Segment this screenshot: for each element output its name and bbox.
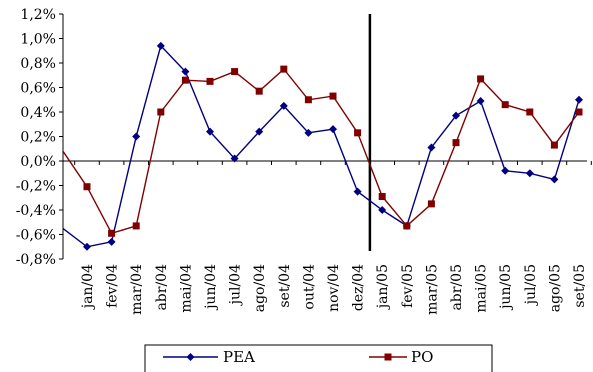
data-point-po [304,96,312,104]
series-line-pea [63,44,580,248]
y-tick-label: 1,2% [20,7,56,23]
x-tick-label: set/04 [277,264,293,308]
data-point-po [83,183,91,191]
y-tick-label: -0,8% [16,252,56,268]
legend: PEA PO [144,344,493,372]
y-tick-label: 1,0% [20,32,56,48]
data-point-po [526,108,534,116]
data-point-po [575,108,583,116]
data-point-po [280,65,288,73]
data-point-pea [329,125,337,134]
x-tick-label: mar/04 [129,264,145,315]
y-tick-label: 0,2% [20,130,56,146]
y-axis: -0,8% -0,6% -0,4% -0,2% 0,0% 0,2% 0,4% 0,6% 0,8%… [16,7,64,268]
y-tick-label: 0,8% [20,56,56,72]
data-point-pea [107,237,116,246]
data-point-po [231,68,239,76]
x-tick-label: mai/04 [178,264,194,313]
x-tick-label: mar/05 [424,264,440,315]
x-tick-label: fev/04 [105,264,121,308]
data-point-pea [279,101,288,110]
x-tick-label: jan/05 [375,264,391,310]
series-line-po [63,68,580,235]
y-tick-label: -0,4% [16,203,56,219]
data-point-pea [427,143,436,152]
data-point-po [108,229,116,237]
y-tick-label: -0,2% [16,179,56,195]
data-point-pea [83,242,91,251]
x-tick-label: jul/05 [523,264,539,306]
data-point-po [329,92,337,100]
data-point-po [354,129,362,137]
data-point-pea [132,132,141,141]
x-tick-label: ago/04 [252,264,268,312]
x-tick-label: abr/05 [449,264,465,311]
x-tick-label: abr/04 [154,264,170,311]
y-tick-label: -0,6% [16,228,56,244]
data-point-pea [255,127,264,136]
data-point-pea [550,175,559,184]
x-tick-label: jul/04 [228,264,244,306]
data-point-pea [501,166,510,175]
data-point-pea [181,67,190,76]
data-point-pea [476,96,485,105]
data-point-pea [230,154,239,163]
data-point-po [157,108,165,116]
x-tick-label: nov/04 [326,264,342,312]
x-tick-label: jun/05 [498,264,514,311]
data-point-po [452,139,460,147]
x-axis: jan/04 fev/04 mar/04 abr/04 mai/04 jun/04 jul/… [63,160,592,315]
data-point-pea [156,41,165,50]
x-tick-label: ago/05 [547,264,563,312]
legend-box [144,344,493,372]
x-tick-label: mai/05 [474,264,490,313]
data-point-pea [304,128,313,137]
data-point-po [378,193,386,201]
data-point-pea [378,206,387,214]
data-point-pea [575,95,583,104]
data-point-po [206,77,214,85]
legend-marker-po [384,353,392,361]
legend-marker-pea [186,353,195,361]
data-point-po [477,75,485,83]
y-tick-label: 0,6% [20,81,56,97]
data-point-po [501,101,509,109]
data-point-po [427,200,435,208]
data-point-po [181,76,189,84]
x-tick-label: dez/04 [351,264,367,311]
x-tick-label: out/04 [301,264,317,310]
x-tick-label: jan/04 [80,264,96,310]
data-point-po [132,222,140,230]
x-tick-label: jun/04 [203,264,219,311]
y-tick-label: 0,4% [20,105,56,121]
x-tick-label: fev/05 [400,264,416,308]
data-point-pea [452,111,460,120]
data-point-po [403,222,411,230]
legend-label-po: PO [411,348,433,366]
y-tick-label: 0,0% [20,154,56,170]
data-point-pea [525,169,534,178]
data-point-po [550,141,558,149]
data-point-pea [206,127,214,136]
data-point-pea [353,187,362,196]
data-point-po [255,87,263,95]
x-tick-label: set/05 [572,264,588,308]
series-layer [63,41,583,251]
legend-label-pea: PEA [223,348,255,366]
